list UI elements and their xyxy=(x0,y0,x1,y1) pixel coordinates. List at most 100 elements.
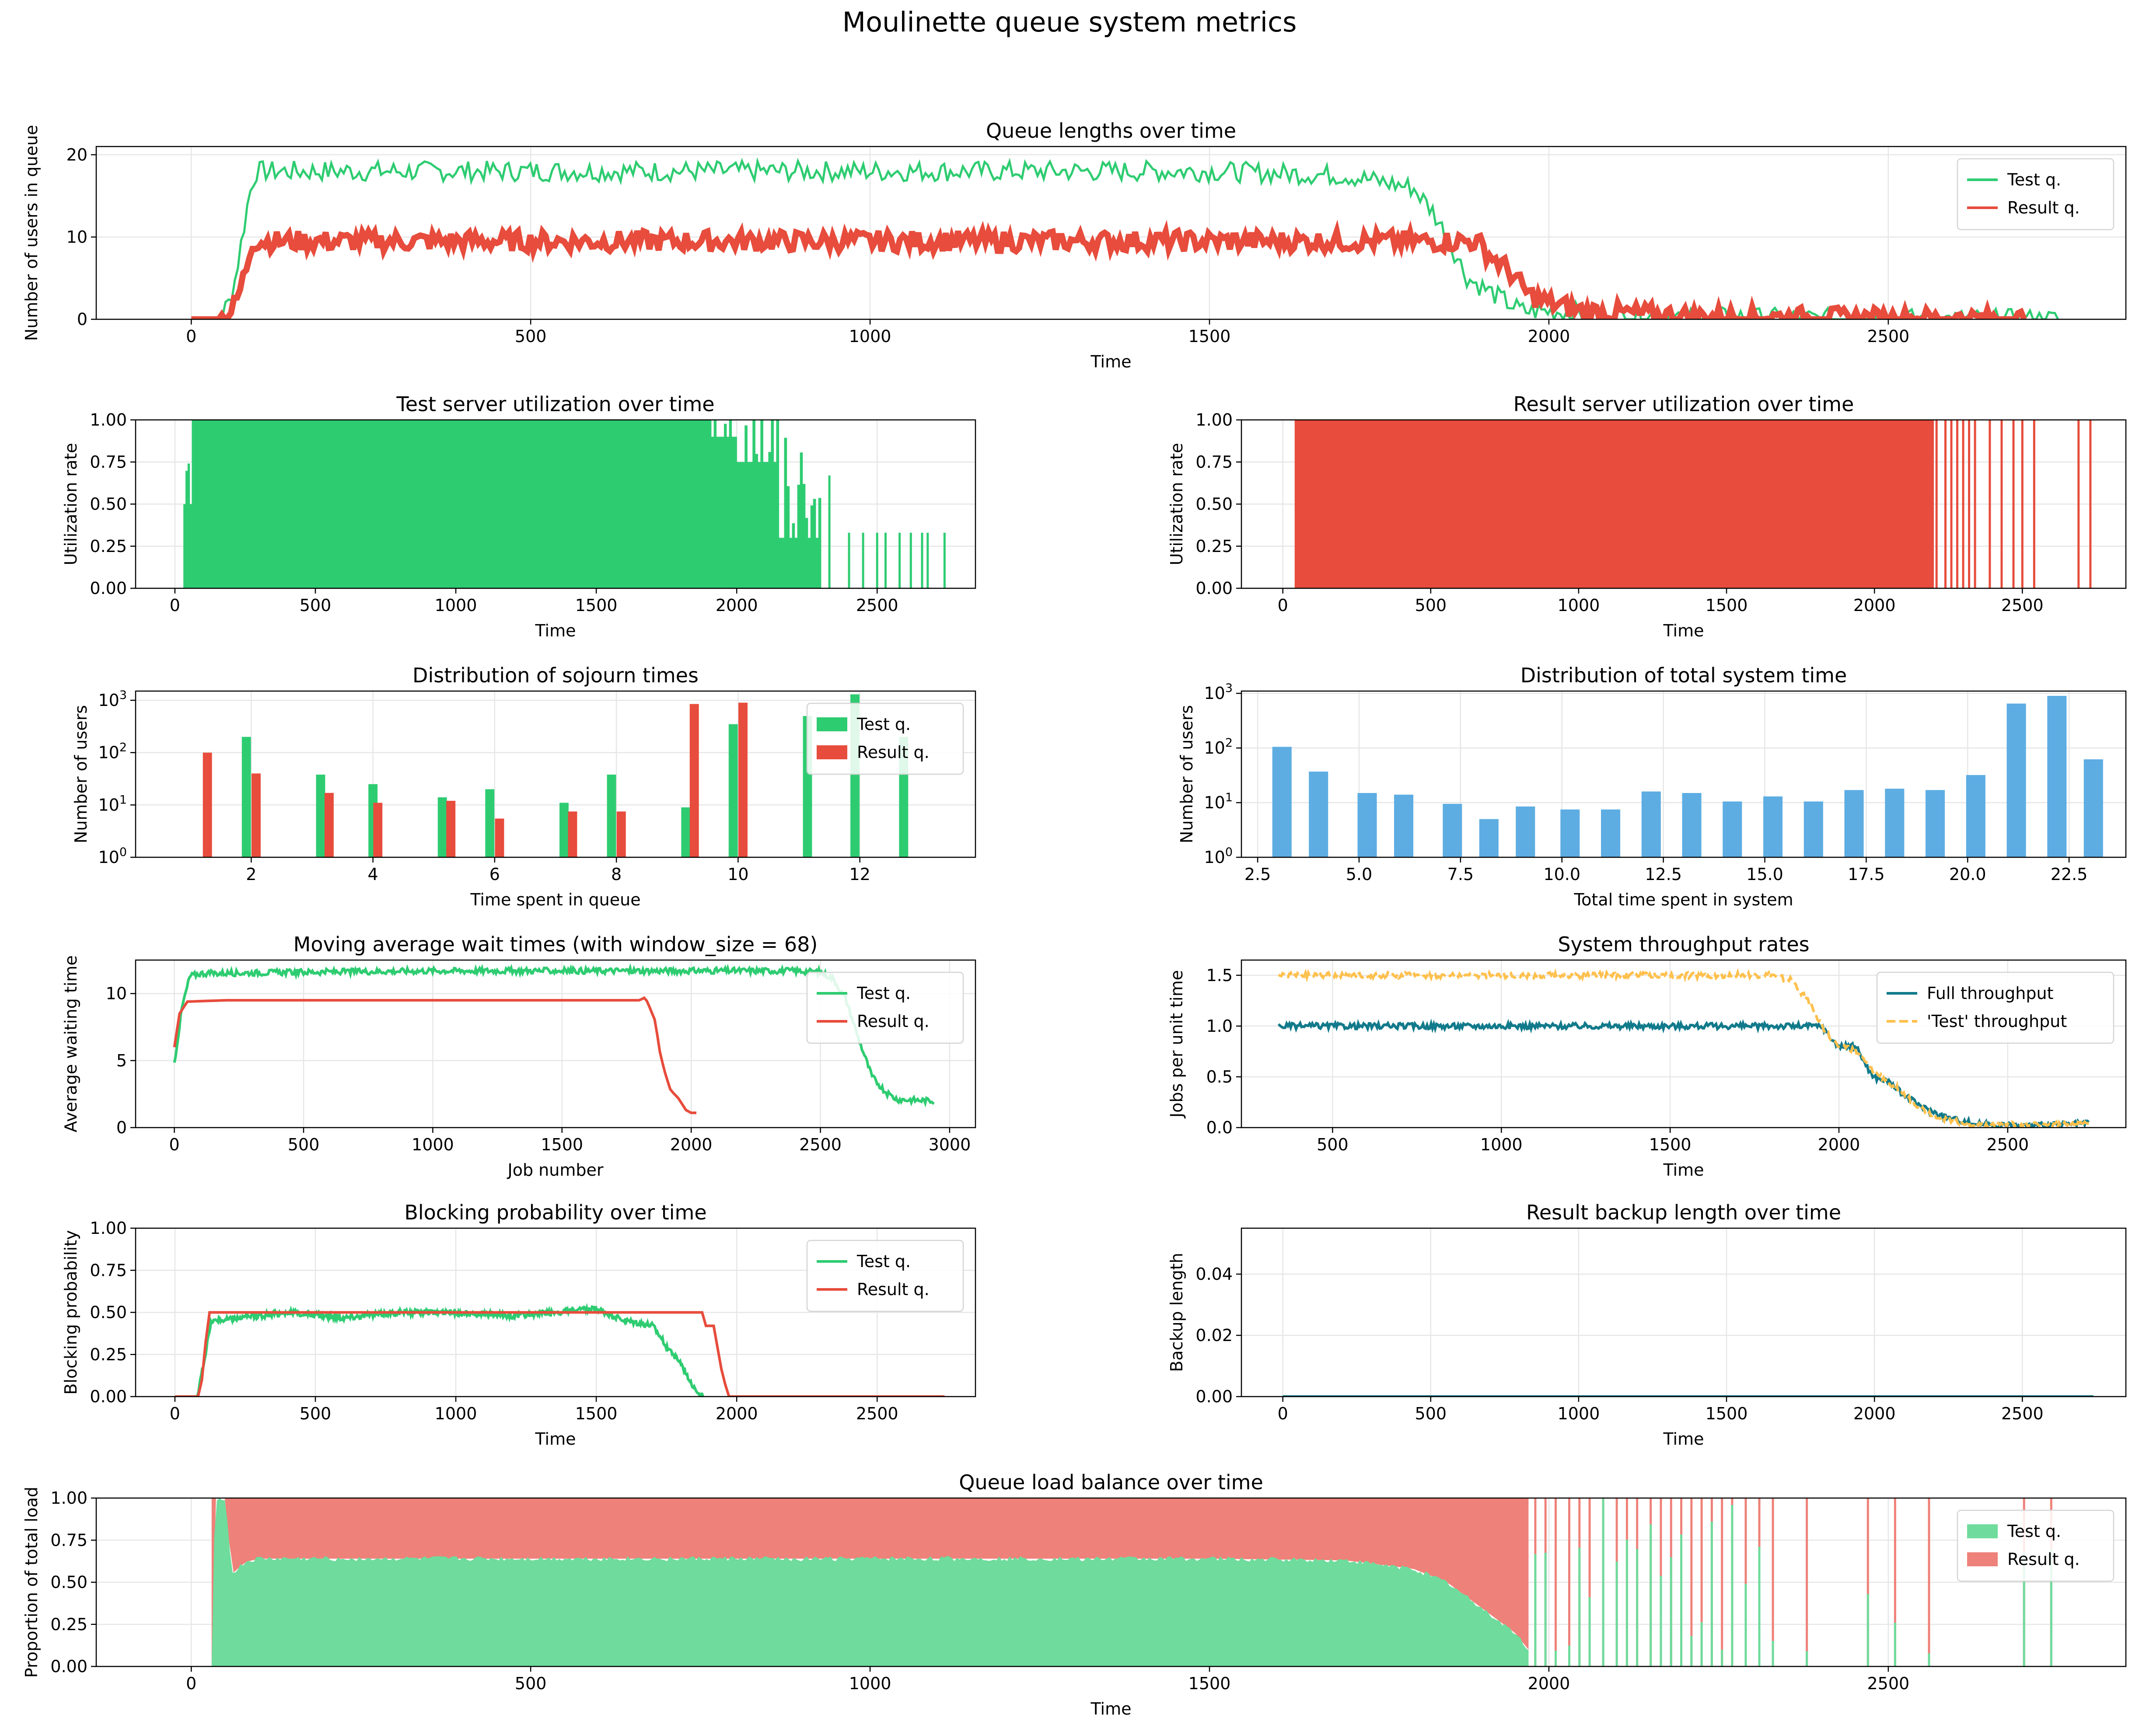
utilization-bar xyxy=(1664,420,1667,588)
utilization-bar xyxy=(1931,420,1934,588)
utilization-bar xyxy=(651,420,654,588)
utilization-bar xyxy=(1882,420,1885,588)
utilization-bar xyxy=(278,420,281,588)
utilization-bar xyxy=(703,420,706,588)
utilization-bar xyxy=(1766,420,1770,588)
utilization-bar xyxy=(1342,420,1345,588)
utilization-bar xyxy=(1675,420,1678,588)
utilization-bar xyxy=(786,486,790,588)
chart-load-balance: 0 500 1000 1500 2000 2500 0.00 0.25 0.50 0.75 1.00… xyxy=(22,1471,2127,1719)
utilization-bar xyxy=(1397,420,1400,588)
utilization-bar xyxy=(1724,420,1728,588)
y-tick-label: 0.00 xyxy=(1195,1387,1233,1406)
utilization-bar xyxy=(1819,420,1822,588)
spike xyxy=(926,532,929,588)
chart-title: Test server utilization over time xyxy=(396,392,714,416)
utilization-bar xyxy=(1923,420,1927,588)
utilization-bar xyxy=(457,420,460,588)
utilization-bar xyxy=(1384,420,1387,588)
y-tick-label: 1.00 xyxy=(90,410,127,430)
spike xyxy=(1721,1498,1723,1666)
utilization-bar xyxy=(415,420,418,588)
utilization-bar xyxy=(1785,420,1788,588)
utilization-bar xyxy=(554,420,557,588)
utilization-bar xyxy=(679,420,683,588)
chart-title: Distribution of sojourn times xyxy=(412,664,699,687)
x-tick-label: 22.5 xyxy=(2051,865,2088,884)
utilization-bar xyxy=(1447,420,1450,588)
utilization-bar xyxy=(459,420,462,588)
utilization-bar xyxy=(194,420,198,588)
axes-frame xyxy=(135,690,976,858)
legend-label: Result q. xyxy=(857,1012,930,1031)
utilization-bar xyxy=(1706,420,1709,588)
utilization-bar xyxy=(1730,420,1733,588)
x-axis-label: Job number xyxy=(507,1160,604,1180)
spike xyxy=(1926,420,1929,588)
utilization-bar xyxy=(1439,420,1442,588)
y-tick-label: 0 xyxy=(116,1118,127,1137)
spike xyxy=(1700,1622,1703,1666)
utilization-bar xyxy=(247,420,250,588)
utilization-bar xyxy=(1575,420,1578,588)
utilization-bar xyxy=(580,420,583,588)
spike xyxy=(1806,1651,1808,1666)
utilization-bar xyxy=(1402,420,1405,588)
utilization-bar xyxy=(1683,420,1686,588)
utilization-bar xyxy=(1824,420,1828,588)
result-load-area xyxy=(211,1498,1529,1666)
utilization-bar xyxy=(593,420,596,588)
utilization-bar xyxy=(1489,420,1492,588)
utilization-bar xyxy=(189,504,192,588)
utilization-bar xyxy=(283,420,287,588)
bar xyxy=(1682,793,1702,857)
utilization-bar xyxy=(352,420,355,588)
utilization-bar xyxy=(800,452,803,588)
utilization-bar xyxy=(257,420,260,588)
x-tick-label: 3000 xyxy=(929,1135,971,1154)
chart-title: Moving average wait times (with window_s… xyxy=(294,933,818,956)
spike xyxy=(2000,420,2003,588)
utilization-bar xyxy=(765,462,769,588)
utilization-bar xyxy=(789,538,793,588)
utilization-bar xyxy=(1795,420,1799,588)
utilization-bar xyxy=(336,420,339,588)
legend-label: Test q. xyxy=(2007,1522,2061,1541)
utilization-bar xyxy=(664,420,667,588)
utilization-bar xyxy=(1701,420,1704,588)
legend-box xyxy=(806,1240,964,1312)
bar xyxy=(1966,775,1985,857)
x-tick-label: 2000 xyxy=(1853,1404,1896,1423)
utilization-bar xyxy=(1441,420,1445,588)
spike xyxy=(1928,1498,1930,1666)
utilization-bar xyxy=(1473,420,1476,588)
plot-area xyxy=(183,420,946,588)
utilization-bar xyxy=(771,420,774,588)
utilization-bar xyxy=(1615,420,1618,588)
utilization-bar xyxy=(1774,420,1778,588)
utilization-bar xyxy=(1911,420,1914,588)
x-tick-label: 8 xyxy=(611,865,622,884)
x-tick-label: 1500 xyxy=(575,1404,618,1423)
utilization-bar xyxy=(451,420,454,588)
utilization-bar xyxy=(1727,420,1730,588)
utilization-bar xyxy=(760,420,763,588)
spike xyxy=(1690,1636,1693,1666)
utilization-bar xyxy=(1344,420,1348,588)
utilization-bar xyxy=(1793,420,1796,588)
utilization-bar xyxy=(656,420,659,588)
utilization-bar xyxy=(698,420,701,588)
utilization-bar xyxy=(1444,420,1447,588)
utilization-bar xyxy=(1502,420,1505,588)
utilization-bar xyxy=(1772,420,1775,588)
utilization-bar xyxy=(583,420,586,588)
x-tick-label: 500 xyxy=(300,1404,332,1423)
y-tick-label: 0.25 xyxy=(50,1615,87,1634)
utilization-bar xyxy=(1704,420,1707,588)
utilization-bar xyxy=(776,420,779,588)
spike xyxy=(862,532,864,588)
x-tick-label: 0 xyxy=(170,596,180,615)
utilization-bar xyxy=(1381,420,1384,588)
utilization-bar xyxy=(1410,420,1413,588)
